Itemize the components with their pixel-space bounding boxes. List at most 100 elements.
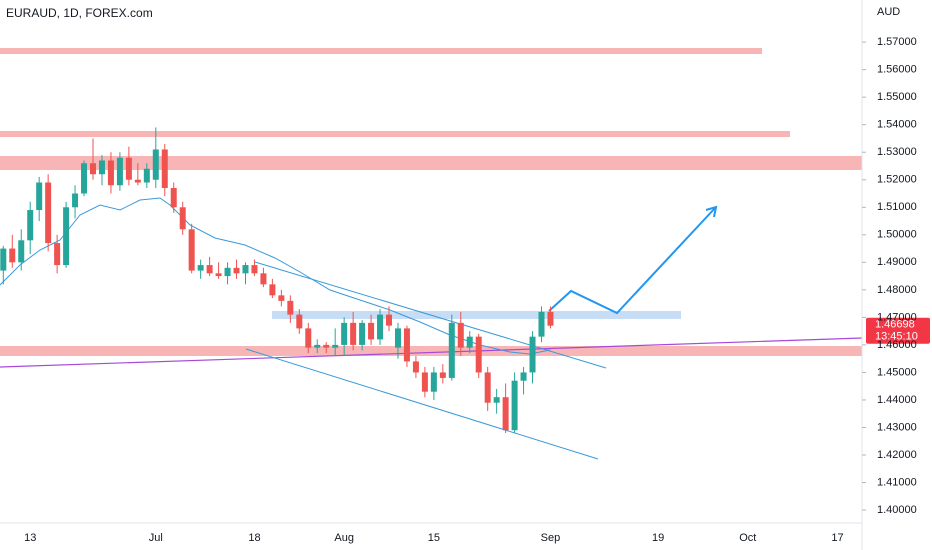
candle-body — [161, 149, 168, 189]
candle-body — [520, 372, 527, 381]
candle-body — [430, 372, 437, 392]
y-tick-label: 1.45000 — [877, 366, 917, 378]
candle-body — [0, 248, 7, 271]
candle-body — [296, 314, 303, 329]
trend-line — [0, 337, 863, 368]
candle-body — [502, 397, 509, 431]
moving-average — [0, 197, 551, 355]
channel-line — [245, 348, 599, 460]
candle-body — [152, 149, 159, 180]
candle-body — [439, 372, 446, 378]
last-price: 1.46698 — [875, 319, 915, 331]
candle-body — [475, 336, 482, 373]
candle-body — [484, 372, 491, 403]
price-tag-box — [866, 317, 930, 344]
candle-body — [359, 322, 366, 345]
y-tick-label: 1.48000 — [877, 284, 917, 296]
y-tick-label: 1.50000 — [877, 229, 917, 241]
candle-body — [466, 336, 473, 348]
axis-unit: AUD — [877, 6, 900, 18]
x-tick-label: 17 — [831, 532, 843, 544]
y-tick-label: 1.41000 — [877, 476, 917, 488]
candle-body — [493, 397, 500, 403]
candle-body — [98, 160, 105, 175]
y-tick-label: 1.42000 — [877, 449, 917, 461]
candle-body — [125, 157, 132, 180]
breakout-zone — [272, 311, 681, 319]
candle-body — [215, 273, 222, 277]
y-tick-label: 1.46000 — [877, 339, 917, 351]
x-tick-label: 13 — [24, 532, 36, 544]
candle-body — [538, 311, 545, 337]
candle-body — [332, 344, 339, 348]
candle-body — [206, 265, 213, 274]
candle-body — [314, 344, 321, 348]
candle-body — [107, 160, 114, 186]
y-tick-label: 1.47000 — [877, 311, 917, 323]
candle-body — [260, 273, 267, 285]
x-tick-label: Aug — [334, 532, 354, 544]
candle-body — [448, 322, 455, 378]
candle-body — [305, 328, 312, 348]
candle-body — [143, 168, 150, 183]
x-tick-label: Sep — [541, 532, 561, 544]
candles — [0, 127, 554, 433]
y-tick-label: 1.51000 — [877, 201, 917, 213]
arrow-head — [705, 205, 718, 218]
y-tick-label: 1.54000 — [877, 119, 917, 131]
x-tick-label: 18 — [248, 532, 260, 544]
projection-arrow — [548, 206, 717, 315]
y-tick-label: 1.44000 — [877, 394, 917, 406]
candle-body — [242, 265, 249, 274]
candle-body — [341, 322, 348, 345]
x-tick-label: 19 — [652, 532, 664, 544]
candle-body — [197, 265, 204, 271]
candle-body — [72, 193, 79, 208]
candle-body — [547, 311, 554, 326]
candle-body — [386, 314, 393, 326]
candle-body — [377, 314, 384, 340]
candle-body — [63, 207, 70, 266]
y-tick-label: 1.56000 — [877, 64, 917, 76]
x-tick-label: 15 — [428, 532, 440, 544]
y-tick-label: 1.52000 — [877, 174, 917, 186]
candle-body — [45, 182, 52, 244]
candle-body — [421, 372, 428, 392]
candle-body — [90, 163, 96, 175]
candle-body — [287, 300, 294, 315]
candle-body — [350, 322, 357, 345]
candle-body — [529, 336, 536, 373]
candle-body — [511, 380, 518, 431]
candle-body — [412, 361, 419, 373]
candle-body — [134, 179, 141, 183]
candle-body — [278, 295, 285, 301]
candle-body — [36, 182, 43, 211]
candle-body — [9, 248, 16, 263]
candle-body — [224, 267, 231, 277]
resistance-zone — [0, 156, 862, 170]
x-tick-label: Oct — [739, 532, 756, 544]
y-tick-label: 1.55000 — [877, 91, 917, 103]
candle-body — [251, 265, 258, 274]
candle-body — [27, 210, 34, 241]
candle-body — [81, 163, 88, 194]
candle-body — [188, 229, 195, 271]
resistance-zone — [0, 131, 790, 137]
chart-title: EURAUD, 1D, FOREX.com — [6, 6, 153, 20]
y-tick-label: 1.43000 — [877, 421, 917, 433]
y-tick-label: 1.40000 — [877, 504, 917, 516]
candle-body — [170, 188, 177, 208]
candle-body — [18, 240, 25, 263]
resistance-zone — [0, 48, 762, 54]
candle-body — [403, 328, 410, 362]
countdown: 13:45:10 — [875, 331, 918, 343]
candle-body — [457, 322, 464, 348]
candle-body — [269, 284, 276, 296]
y-tick-label: 1.53000 — [877, 146, 917, 158]
candle-body — [394, 328, 401, 348]
candle-body — [233, 267, 240, 274]
y-tick-label: 1.49000 — [877, 256, 917, 268]
x-tick-label: Jul — [149, 532, 163, 544]
